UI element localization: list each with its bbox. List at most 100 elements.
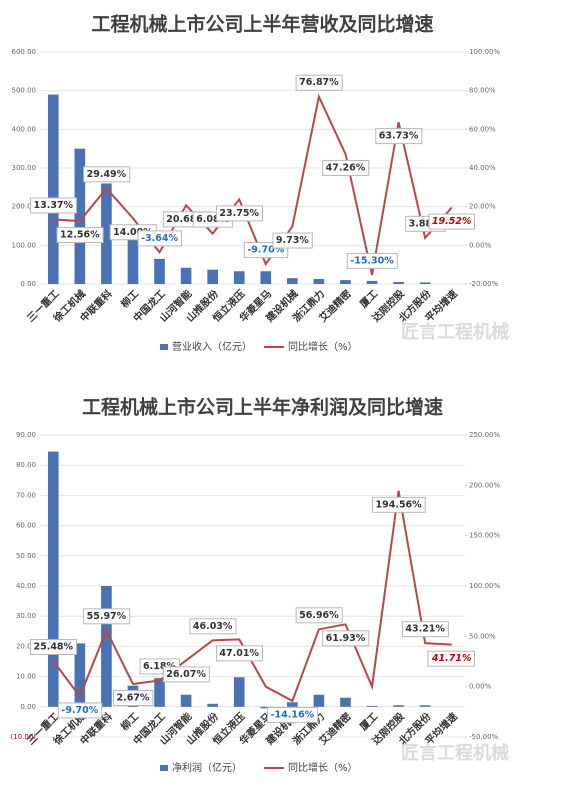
- bar: [393, 282, 404, 284]
- label-box: [162, 666, 210, 683]
- y-tick-label: 10.00: [16, 673, 36, 681]
- bar: [101, 183, 112, 284]
- y-tick-label: 200.00: [12, 203, 37, 211]
- data-label: 56.96%: [299, 610, 339, 621]
- bar: [287, 702, 298, 707]
- y-tick-label: 80.00: [16, 461, 36, 469]
- bar: [47, 451, 59, 707]
- data-label: 76.87%: [299, 77, 339, 88]
- y-tick-label: 500.00: [12, 87, 37, 95]
- data-label: -9.70%: [247, 245, 284, 256]
- data-label: -15.30%: [350, 255, 394, 266]
- bar: [313, 278, 325, 284]
- bar: [207, 703, 218, 707]
- bar: [340, 280, 351, 284]
- y-tick-label: 30.00: [16, 612, 36, 620]
- y-tick-label: 100.00: [12, 241, 37, 249]
- data-label: 9.73%: [276, 235, 309, 246]
- bar: [154, 258, 165, 284]
- data-label: -14.16%: [271, 709, 315, 720]
- data-label: 26.07%: [166, 669, 206, 680]
- bar: [180, 694, 192, 707]
- data-label: 55.97%: [87, 611, 127, 622]
- label-box: [346, 252, 398, 269]
- y2-tick-label: 150.00%: [469, 532, 500, 540]
- y-tick-label: 300.00: [12, 164, 37, 172]
- bar: [101, 586, 112, 707]
- bar: [260, 271, 272, 284]
- y2-tick-label: 200.00%: [469, 481, 500, 489]
- bar: [47, 94, 59, 285]
- y-tick-label: 0.00: [20, 703, 36, 711]
- label-box: [272, 232, 313, 249]
- y-tick-label: 50.00: [16, 552, 36, 560]
- x-tick-label: 厦工: [358, 711, 381, 734]
- line: [53, 93, 453, 276]
- bar: [340, 697, 351, 707]
- label-box: [295, 607, 343, 624]
- y-tick-label: 40.00: [16, 582, 36, 590]
- data-label: 13.37%: [33, 200, 73, 211]
- data-label: 20.68%: [166, 214, 206, 225]
- bar: [233, 677, 245, 707]
- x-tick-label: 柳工: [118, 710, 141, 733]
- label-box: [401, 621, 449, 638]
- label-box: [427, 650, 476, 667]
- data-label: 6.18%: [143, 661, 176, 672]
- data-label: 6.08%: [196, 214, 229, 225]
- y-tick-label: 70.00: [16, 491, 36, 499]
- bar: [74, 643, 86, 707]
- label-box: [83, 166, 131, 183]
- label-box: [29, 639, 78, 656]
- label-box: [428, 213, 476, 230]
- label-box: [375, 128, 423, 145]
- watermark: 匠言工程机械: [401, 742, 509, 764]
- bar: [180, 267, 192, 284]
- y-tick-label: (10.00): [10, 733, 36, 741]
- bar: [154, 678, 165, 707]
- bar: [313, 694, 325, 707]
- label-box: [56, 227, 104, 244]
- legend-swatch: [160, 765, 168, 771]
- label-box: [137, 230, 182, 247]
- label-box: [83, 608, 131, 625]
- legend-label: 营业收入（亿元）: [172, 340, 252, 353]
- data-label: 47.01%: [219, 648, 259, 659]
- legend-label: 净利润（亿元）: [172, 761, 242, 774]
- data-label: -9.70%: [61, 705, 98, 716]
- x-tick-label: 厦工: [358, 288, 381, 311]
- data-label: 23.75%: [219, 208, 259, 219]
- y2-tick-label: 0.00%: [469, 241, 492, 249]
- x-tick-label: 柳工: [118, 287, 141, 310]
- bar: [127, 239, 139, 284]
- data-label: 43.21%: [405, 624, 445, 635]
- y-tick-label: 0.00: [20, 280, 36, 288]
- label-box: [295, 74, 343, 91]
- bar: [287, 278, 298, 284]
- bar: [366, 705, 378, 707]
- label-box: [57, 702, 103, 719]
- data-label: 19.52%: [432, 216, 472, 227]
- label-box: [189, 618, 237, 635]
- data-label: 61.93%: [326, 633, 366, 644]
- y2-tick-label: -20.00%: [469, 280, 499, 288]
- bar: [366, 280, 378, 284]
- watermark: 匠言工程机械: [401, 321, 509, 343]
- data-label: 14.00%: [113, 227, 153, 238]
- y2-tick-label: 50.00%: [469, 632, 496, 640]
- y2-tick-label: 20.00%: [469, 203, 496, 211]
- legend-swatch: [160, 344, 168, 350]
- chart-title: 工程机械上市公司上半年净利润及同比增速: [82, 396, 443, 419]
- y2-tick-label: 80.00%: [469, 87, 496, 95]
- data-label: 41.71%: [431, 653, 472, 664]
- line: [52, 490, 452, 703]
- y-tick-label: 600.00: [12, 48, 37, 56]
- label-box: [372, 496, 426, 513]
- y2-tick-label: 100.00%: [469, 582, 500, 590]
- bar: [233, 271, 245, 284]
- y2-tick-label: 0.00%: [469, 683, 492, 691]
- bar: [74, 148, 86, 284]
- data-label: 47.26%: [326, 162, 366, 173]
- y2-tick-label: 100.00%: [469, 48, 500, 56]
